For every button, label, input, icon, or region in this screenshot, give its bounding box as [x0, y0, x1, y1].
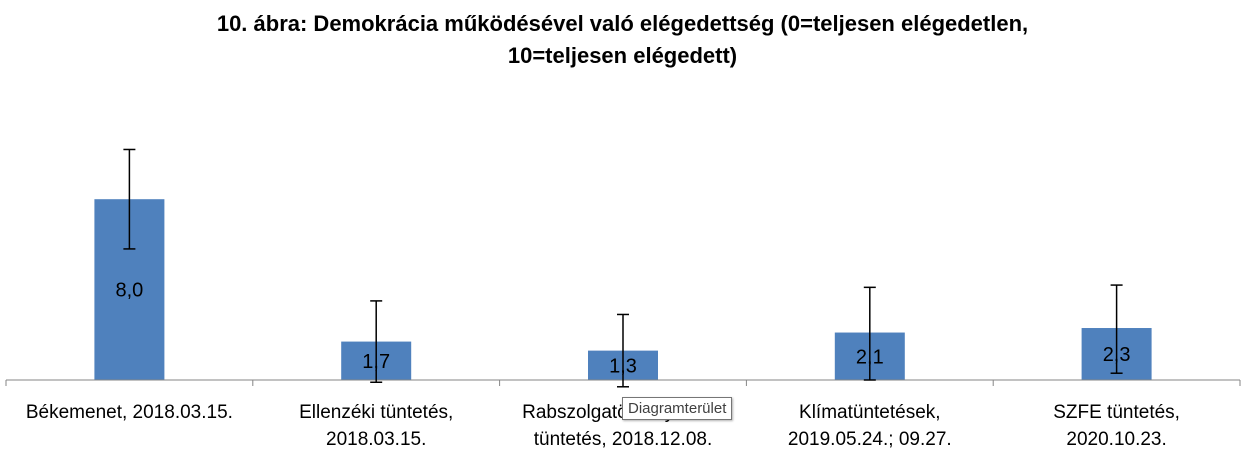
data-label-3: 1,3 [609, 355, 637, 377]
category-label-5-line-2: 2020.10.23. [1066, 429, 1166, 450]
category-label-2-line-2: 2018.03.15. [326, 429, 426, 450]
chart-title-line-1: 10. ábra: Demokrácia működésével való el… [216, 11, 1029, 36]
category-label-4-line-2: 2019.05.24.; 09.27. [788, 429, 952, 450]
chart-area-tooltip: Diagramterület [622, 397, 733, 420]
category-label-4-line-1: Klímatüntetések, [799, 402, 941, 423]
data-label-5: 2,3 [1103, 344, 1131, 366]
chart-title: 10. ábra: Demokrácia működésével való el… [0, 8, 1245, 72]
category-label-2-line-1: Ellenzéki tüntetés, [299, 402, 453, 423]
data-label-2: 1,7 [362, 351, 390, 373]
data-label-1: 8,0 [115, 280, 143, 302]
category-label-1-line-1: Békemenet, 2018.03.15. [26, 402, 233, 423]
chart-title-line-2: 10=teljesen elégedett) [507, 43, 738, 68]
data-label-4: 2,1 [856, 346, 884, 368]
category-label-5-line-1: SZFE tüntetés, [1053, 402, 1180, 423]
category-label-3-line-2: tüntetés, 2018.12.08. [534, 429, 713, 450]
